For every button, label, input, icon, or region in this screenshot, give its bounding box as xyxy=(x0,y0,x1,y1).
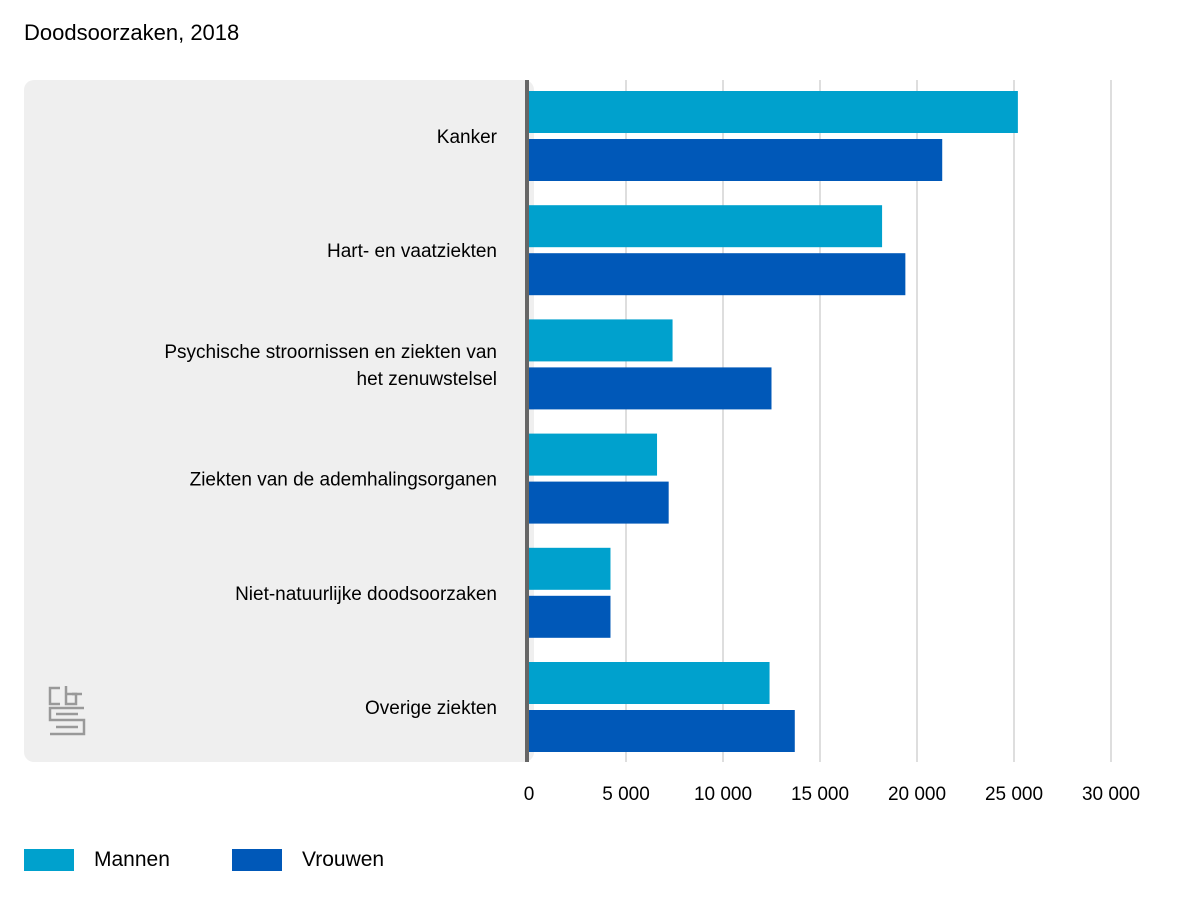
bar-vrouwen xyxy=(529,139,943,181)
x-tick-label: 30 000 xyxy=(1082,784,1140,805)
category-label: Ziekten van de ademhalingsorganen xyxy=(190,470,497,491)
x-tick-label: 20 000 xyxy=(888,784,946,805)
chart-title: Doodsoorzaken, 2018 xyxy=(24,20,240,45)
category-label: Kanker xyxy=(437,127,498,148)
category-panel-background xyxy=(24,80,534,762)
bar-mannen xyxy=(529,319,673,362)
bar-mannen xyxy=(529,433,658,476)
legend-label-mannen: Mannen xyxy=(94,848,170,871)
category-labels: Kanker Hart- en vaatziekten Psychische str… xyxy=(164,127,497,719)
bar-mannen xyxy=(529,91,1018,133)
category-label: Overige ziekten xyxy=(365,698,497,719)
x-tick-label: 0 xyxy=(524,784,535,805)
bar-vrouwen xyxy=(529,253,906,296)
legend-swatch-vrouwen xyxy=(232,849,282,871)
bar-mannen xyxy=(529,547,611,590)
cbs-logo-icon xyxy=(48,686,86,736)
category-label: het zenuwstelsel xyxy=(357,369,497,390)
bar-mannen xyxy=(529,205,883,248)
legend-swatch-mannen xyxy=(24,849,74,871)
x-tick-labels: 0 5 000 10 000 15 000 20 000 25 000 30 000 xyxy=(524,784,1140,805)
category-label: Psychische stroornissen en ziekten van xyxy=(164,342,497,363)
category-label: Hart- en vaatziekten xyxy=(327,241,497,262)
legend-label-vrouwen: Vrouwen xyxy=(302,848,385,871)
bar-vrouwen xyxy=(529,481,669,524)
bars xyxy=(529,91,1018,752)
category-label: Niet-natuurlijke doodsoorzaken xyxy=(235,584,497,605)
y-axis-line xyxy=(525,80,529,762)
bar-vrouwen xyxy=(529,367,772,410)
gridlines xyxy=(625,80,1112,762)
x-tick-label: 15 000 xyxy=(791,784,849,805)
bar-vrouwen xyxy=(529,595,611,638)
bar-mannen xyxy=(529,662,770,704)
x-tick-label: 5 000 xyxy=(602,784,650,805)
bar-vrouwen xyxy=(529,710,795,752)
x-tick-label: 10 000 xyxy=(694,784,752,805)
legend-item-mannen: Mannen xyxy=(24,848,170,872)
legend-item-vrouwen: Vrouwen xyxy=(232,848,384,872)
x-tick-label: 25 000 xyxy=(985,784,1043,805)
